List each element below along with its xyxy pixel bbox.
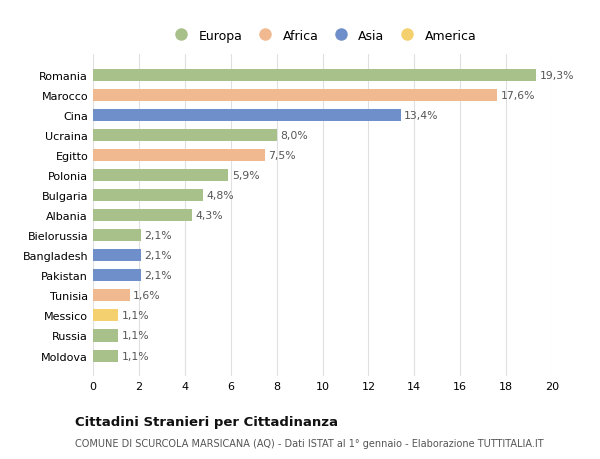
Text: 2,1%: 2,1%	[145, 231, 172, 241]
Bar	[93, 250, 141, 262]
Text: 7,5%: 7,5%	[269, 151, 296, 161]
Bar	[93, 330, 118, 342]
Bar	[93, 170, 229, 182]
Bar	[93, 110, 401, 122]
Bar	[93, 130, 277, 142]
Text: 4,8%: 4,8%	[206, 191, 234, 201]
Bar	[93, 70, 536, 82]
Text: 2,1%: 2,1%	[145, 251, 172, 261]
Legend: Europa, Africa, Asia, America: Europa, Africa, Asia, America	[165, 26, 480, 46]
Text: 8,0%: 8,0%	[280, 131, 308, 141]
Bar	[93, 190, 203, 202]
Bar	[93, 230, 141, 242]
Text: 19,3%: 19,3%	[539, 71, 574, 81]
Text: 13,4%: 13,4%	[404, 111, 439, 121]
Bar	[93, 150, 265, 162]
Text: 5,9%: 5,9%	[232, 171, 259, 181]
Text: 2,1%: 2,1%	[145, 271, 172, 281]
Text: 17,6%: 17,6%	[500, 91, 535, 101]
Text: 1,6%: 1,6%	[133, 291, 161, 301]
Text: 1,1%: 1,1%	[122, 351, 149, 361]
Text: 1,1%: 1,1%	[122, 331, 149, 341]
Bar	[93, 90, 497, 102]
Text: 1,1%: 1,1%	[122, 311, 149, 321]
Bar	[93, 290, 130, 302]
Bar	[93, 310, 118, 322]
Bar	[93, 210, 191, 222]
Bar	[93, 350, 118, 362]
Text: COMUNE DI SCURCOLA MARSICANA (AQ) - Dati ISTAT al 1° gennaio - Elaborazione TUTT: COMUNE DI SCURCOLA MARSICANA (AQ) - Dati…	[75, 438, 544, 448]
Bar	[93, 270, 141, 282]
Text: Cittadini Stranieri per Cittadinanza: Cittadini Stranieri per Cittadinanza	[75, 415, 338, 428]
Text: 4,3%: 4,3%	[195, 211, 223, 221]
